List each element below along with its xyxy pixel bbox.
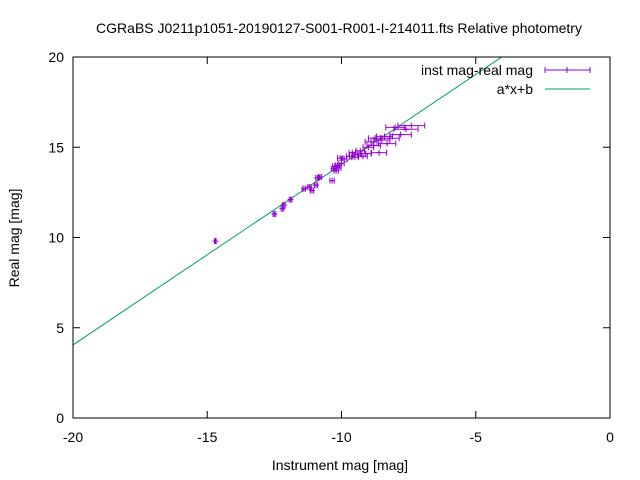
data-point <box>280 202 287 209</box>
x-axis: -20 -15 -10 -5 0 <box>63 57 614 445</box>
data-point <box>312 182 319 189</box>
chart-title: CGRaBS J0211p1051-20190127-S001-R001-I-2… <box>96 20 582 36</box>
data-point <box>336 155 344 162</box>
y-axis: 0 5 10 15 20 <box>48 49 610 426</box>
data-point <box>345 153 354 160</box>
x-axis-label: Instrument mag [mag] <box>272 457 408 473</box>
data-point <box>287 196 294 203</box>
data-points-series <box>212 122 426 245</box>
data-point <box>300 185 307 192</box>
x-tick-label: -15 <box>197 429 217 445</box>
x-tick-label: -20 <box>63 429 83 445</box>
data-point <box>341 155 348 162</box>
data-point <box>351 154 359 161</box>
legend: inst mag-real mag a*x+b <box>421 62 591 97</box>
y-tick-label: 5 <box>56 320 64 336</box>
data-point <box>317 174 324 181</box>
y-axis-label: Real mag [mag] <box>6 189 22 288</box>
data-point <box>333 167 340 174</box>
x-tick-label: 0 <box>606 429 614 445</box>
fit-line <box>73 57 503 346</box>
data-point <box>329 177 336 184</box>
y-tick-label: 20 <box>48 49 64 65</box>
legend-label-fit: a*x+b <box>497 81 533 97</box>
fit-series <box>73 57 503 346</box>
data-point <box>308 187 315 194</box>
data-point <box>279 205 286 212</box>
data-point <box>359 150 372 157</box>
y-tick-label: 0 <box>56 410 64 426</box>
data-point <box>378 140 397 147</box>
data-point <box>212 238 219 245</box>
x-tick-label: -10 <box>331 429 351 445</box>
data-point <box>389 131 412 138</box>
data-point <box>393 126 419 133</box>
data-point <box>397 122 426 129</box>
plot-frame <box>72 56 611 419</box>
y-tick-label: 15 <box>48 139 64 155</box>
data-point <box>314 174 321 181</box>
x-tick-label: -5 <box>470 429 483 445</box>
legend-swatch-points <box>544 67 591 73</box>
data-point <box>306 183 313 190</box>
data-point <box>379 135 400 142</box>
y-tick-label: 10 <box>48 230 64 246</box>
data-point <box>371 149 388 156</box>
data-point <box>271 211 278 218</box>
legend-label-points: inst mag-real mag <box>421 62 533 78</box>
